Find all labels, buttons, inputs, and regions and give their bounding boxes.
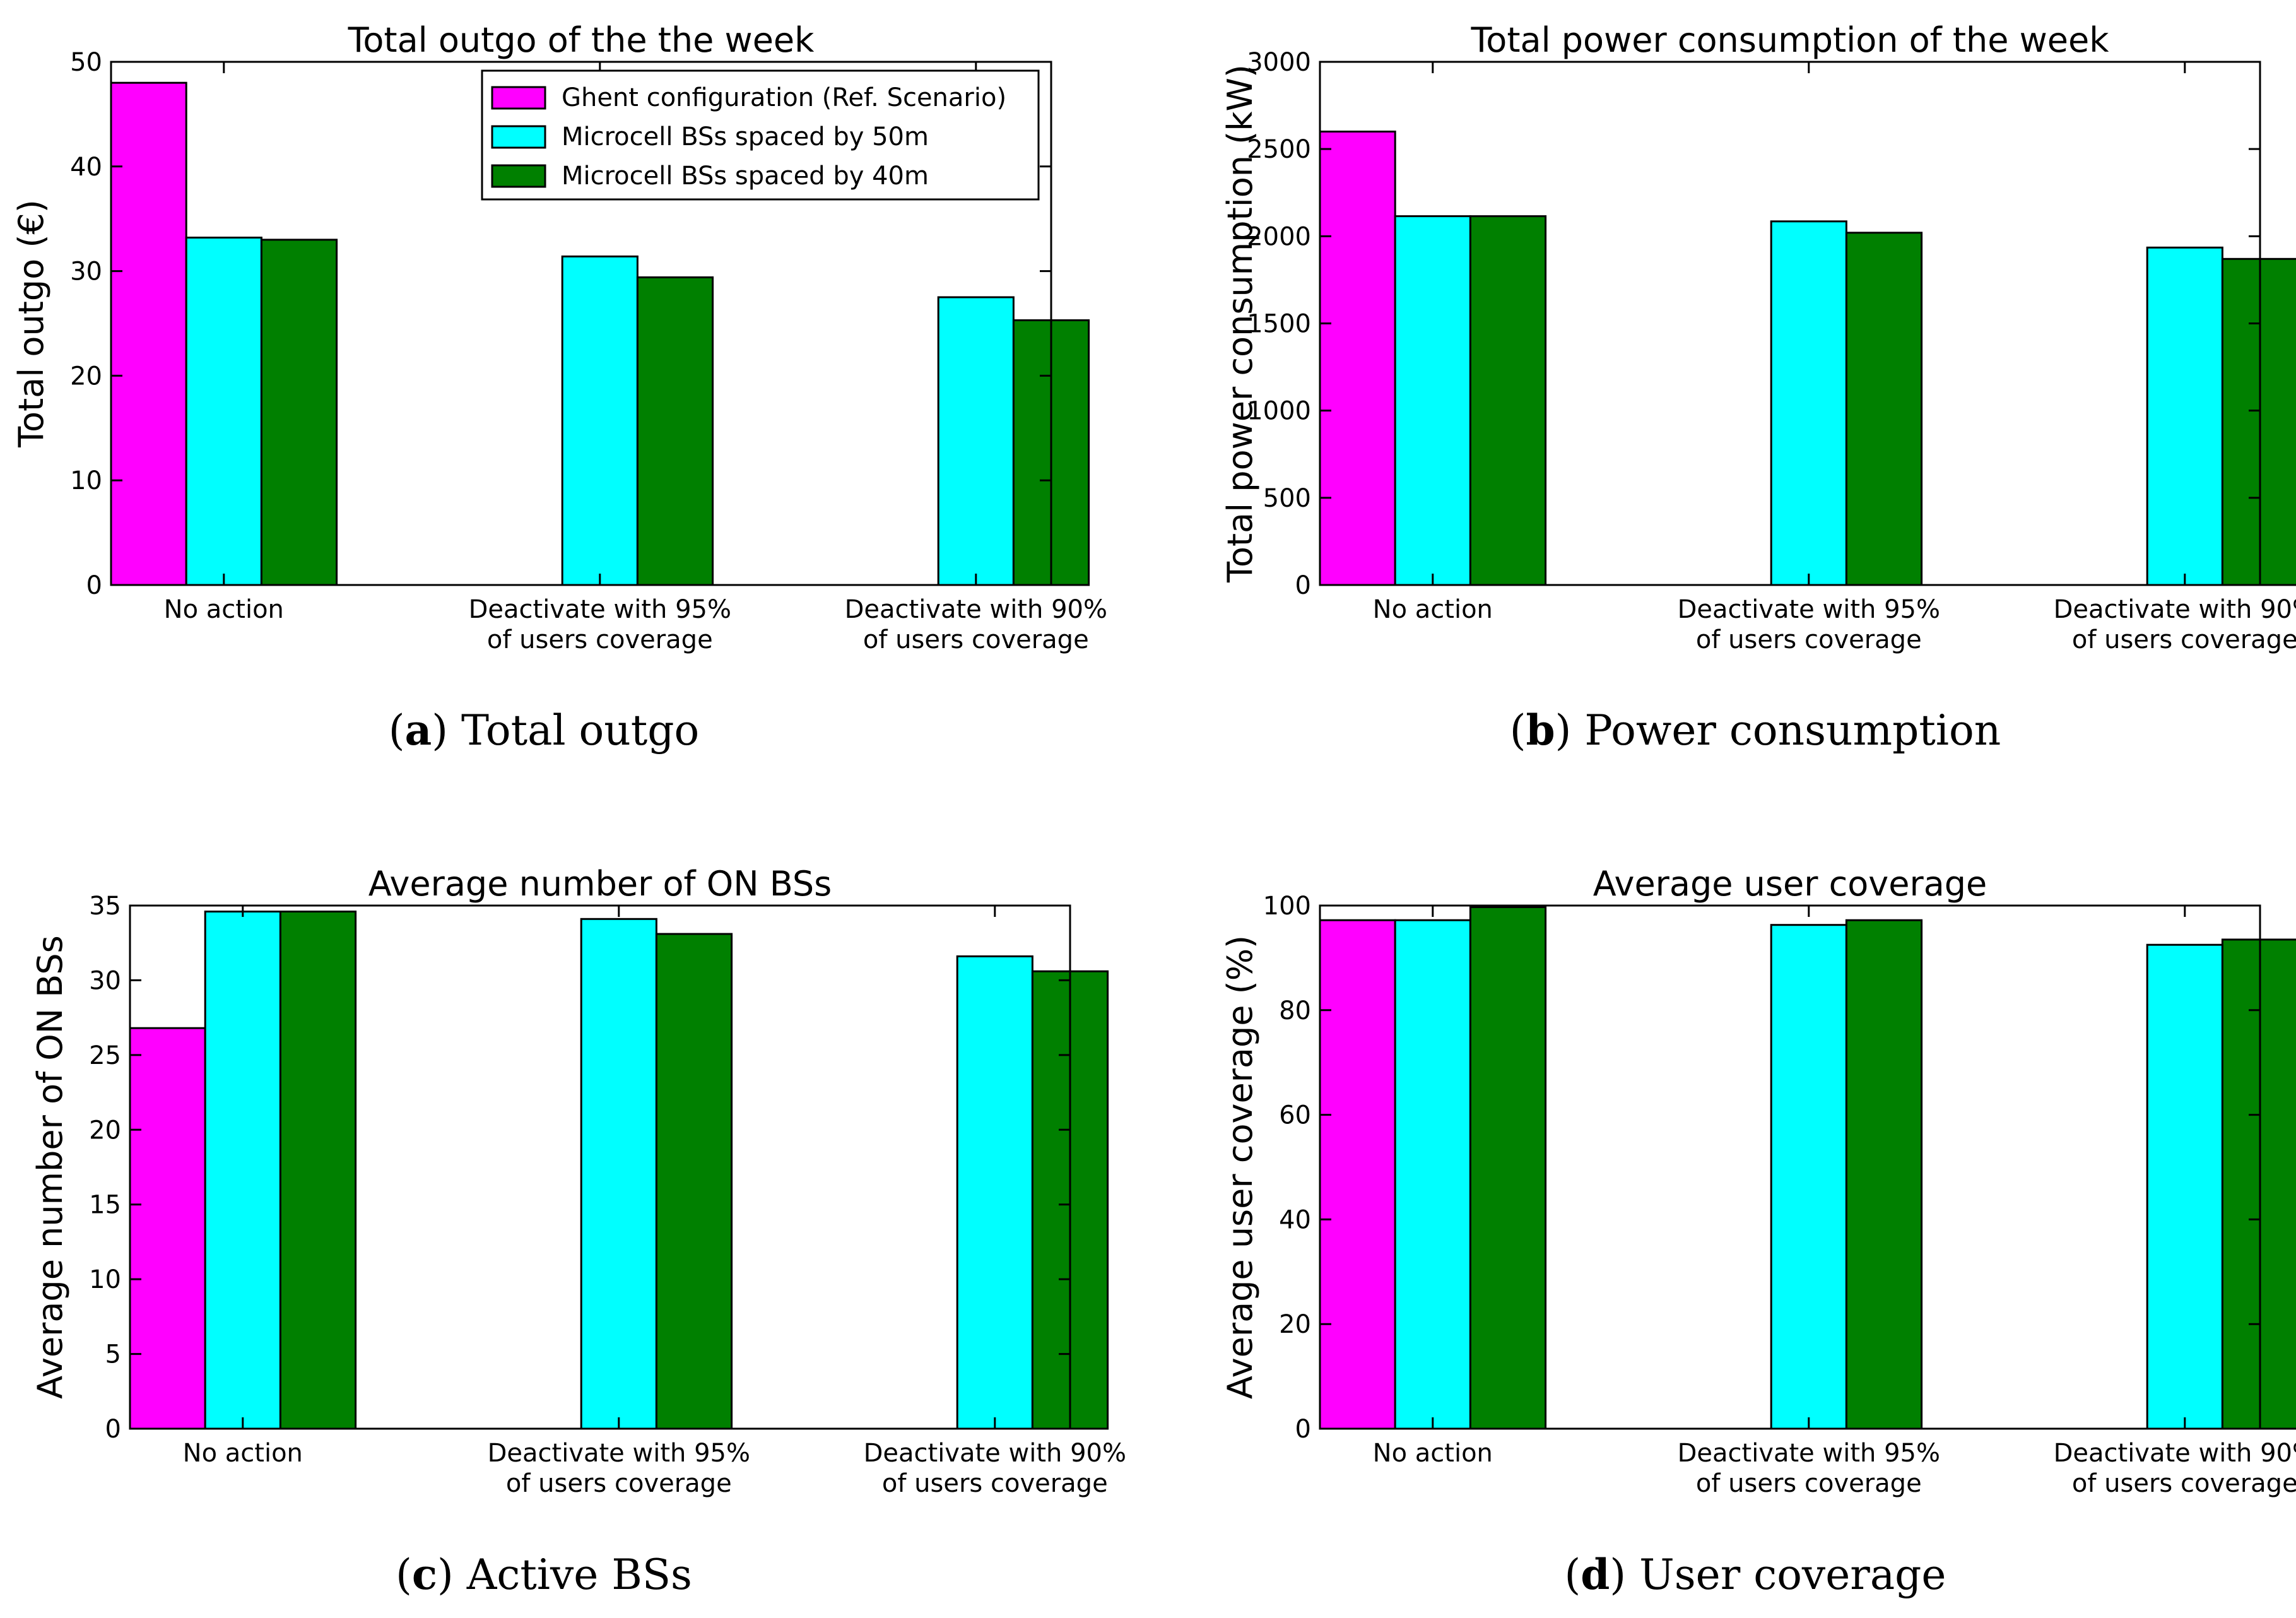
legend: Ghent configuration (Ref. Scenario) Micro… [481,69,1040,201]
bar-ref-1 [1319,131,1396,586]
y-tick-label: 2000 [1247,222,1311,251]
bar-ref-1 [1319,919,1396,1430]
chart-panel-4: 0 20 40 60 80 100 No action Deactivate with 95%… [1220,864,2296,1498]
y-tick-label: 500 [1263,484,1311,513]
legend-swatch-s50 [491,125,546,149]
legend-swatch-s40 [491,164,546,188]
bar-s50-3 [2146,943,2223,1430]
x-tick-label: Deactivate with 90% [864,1439,1126,1468]
caption-b: (b) Power consumption [1509,706,2001,755]
y-tick-label: 30 [70,257,102,286]
bar-s40-1 [260,239,338,586]
bar-s50-3 [2146,246,2223,586]
y-tick-label: 100 [1263,892,1311,921]
y-tick-label: 80 [1279,996,1311,1025]
legend-swatch-ref [491,86,546,110]
bar-s50-3 [956,955,1033,1430]
y-tick-label: 3000 [1247,48,1311,77]
x-tick-label: Deactivate with 95% [1678,595,1940,624]
bar-s50-2 [1770,924,1847,1430]
x-tick-label: of users coverage [487,625,713,654]
bar-s50-2 [580,918,657,1430]
y-tick-label: 50 [70,48,102,77]
legend-label-ref: Ghent configuration (Ref. Scenario) [562,83,1006,112]
x-tick-label: Deactivate with 90% [2054,1439,2296,1468]
bar-ref-1 [129,1027,206,1430]
bar-s40-1 [279,911,357,1430]
bar-s50-2 [1770,220,1847,586]
y-tick-label: 20 [89,1116,121,1145]
x-tick-label: No action [1373,595,1493,624]
y-tick-label: 2500 [1247,135,1311,164]
y-axis-label: Average user coverage (%) [1220,935,1260,1399]
bar-s40-1 [1469,906,1547,1430]
legend-box [481,69,1040,201]
y-tick-label: 35 [89,892,121,921]
chart-title: Total power consumption of the week [1470,20,2109,60]
x-tick-label: of users coverage [1696,625,1922,654]
y-tick-label: 10 [70,466,102,495]
bar-s50-1 [204,911,281,1430]
chart-title: Average user coverage [1593,864,1987,904]
y-tick-label: 1500 [1247,310,1311,339]
bar-s50-3 [937,296,1015,586]
x-tick-label: Deactivate with 90% [2054,595,2296,624]
x-tick-label: of users coverage [2072,625,2296,654]
bar-s40-2 [655,933,733,1430]
legend-label-s50: Microcell BSs spaced by 50m [562,122,929,151]
x-tick-label: Deactivate with 95% [469,595,731,624]
y-axis-label: Total outgo (€) [11,199,51,448]
bar-s50-2 [561,255,639,586]
bar-s40-2 [1845,232,1923,586]
caption-a: (a) Total outgo [388,706,700,755]
caption-c: (c) Active BSs [396,1550,692,1599]
y-tick-label: 5 [105,1340,121,1369]
x-tick-label: of users coverage [882,1469,1108,1498]
bar-s50-1 [185,237,262,586]
y-tick-label: 0 [1295,1415,1311,1444]
bar-s40-2 [636,276,714,586]
y-tick-label: 15 [89,1191,121,1220]
chart-title: Average number of ON BSs [368,864,832,904]
y-tick-label: 40 [70,153,102,182]
y-tick-label: 30 [89,966,121,995]
x-tick-label: of users coverage [863,625,1089,654]
x-tick-label: No action [164,595,284,624]
x-tick-label: No action [183,1439,303,1468]
chart-panel-3: 0 5 10 15 20 25 30 35 No action Deactivate with 9… [30,864,1126,1498]
x-tick-label: Deactivate with 95% [1678,1439,1940,1468]
x-tick-label: Deactivate with 90% [845,595,1107,624]
plot-frame [129,904,1071,1430]
y-tick-label: 60 [1279,1101,1311,1130]
chart-title: Total outgo of the the week [348,20,815,60]
y-axis-label: Average number of ON BSs [30,935,70,1399]
x-tick-label: of users coverage [2072,1469,2296,1498]
bar-ref-1 [110,81,187,586]
y-tick-label: 10 [89,1265,121,1294]
caption-d: (d) User coverage [1564,1550,1946,1599]
chart-panel-2: 0 500 1000 1500 2000 2500 3000 No action Deactiv… [1220,20,2296,654]
bar-s40-2 [1845,919,1923,1430]
plot-frame [110,61,1052,586]
y-tick-label: 1000 [1247,397,1311,426]
y-axis-label: Total power consumption (kW) [1220,64,1260,583]
y-tick-label: 0 [86,571,102,600]
bar-s50-1 [1394,215,1471,586]
y-tick-label: 40 [1279,1205,1311,1234]
y-tick-label: 0 [105,1415,121,1444]
y-tick-label: 20 [70,362,102,391]
plot-frame [1319,904,2261,1430]
bar-s40-1 [1469,215,1547,586]
bar-s50-1 [1394,919,1471,1430]
y-tick-label: 25 [89,1041,121,1070]
x-tick-label: Deactivate with 95% [488,1439,750,1468]
y-tick-label: 20 [1279,1310,1311,1339]
x-tick-label: No action [1373,1439,1493,1468]
x-tick-label: of users coverage [1696,1469,1922,1498]
legend-label-s40: Microcell BSs spaced by 40m [562,162,929,191]
x-tick-label: of users coverage [506,1469,732,1498]
y-tick-label: 0 [1295,571,1311,600]
